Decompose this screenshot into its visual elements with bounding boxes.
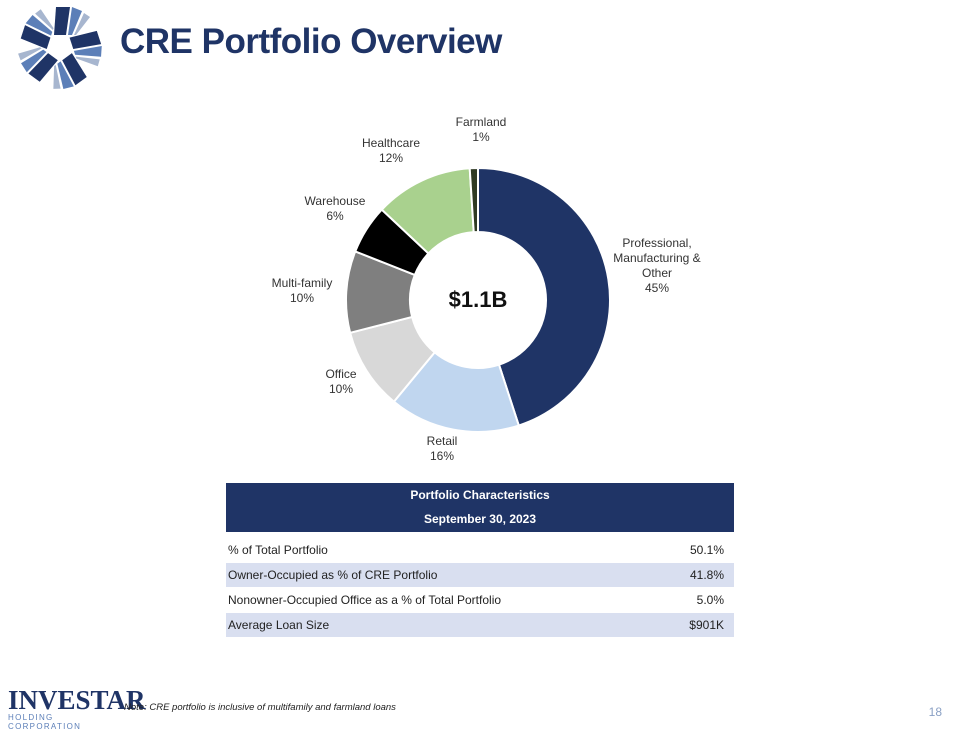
row-label: Nonowner-Occupied Office as a % of Total… <box>228 593 502 607</box>
slice-label: Professional, Manufacturing & Other 45% <box>613 236 700 295</box>
row-value: 50.1% <box>689 543 724 557</box>
brand-name: INVESTAR <box>8 685 146 715</box>
row-value: 5.0% <box>696 593 724 607</box>
brand-logo: INVESTAR HOLDING CORPORATION <box>8 685 146 731</box>
table-row: Owner-Occupied as % of CRE Portfolio 41.… <box>226 563 734 588</box>
brand-subtitle: HOLDING CORPORATION <box>8 713 82 731</box>
slice-label: Multi-family 10% <box>272 276 333 305</box>
row-value: 41.8% <box>689 568 724 582</box>
page-title: CRE Portfolio Overview <box>120 22 502 61</box>
table-row: % of Total Portfolio 50.1% <box>226 538 734 563</box>
slice-label: Warehouse 6% <box>305 194 366 223</box>
company-logo-icon <box>12 6 108 90</box>
footnote: Note: CRE portfolio is inclusive of mult… <box>124 702 396 713</box>
table-subtitle: September 30, 2023 <box>423 512 537 526</box>
table-row: Nonowner-Occupied Office as a % of Total… <box>226 588 734 613</box>
table-row: Average Loan Size $901K <box>226 613 734 638</box>
cre-portfolio-donut-chart: $1.1B Professional, Manufacturing & Other 4… <box>272 115 701 463</box>
slice-label: Office 10% <box>325 367 356 396</box>
row-label: % of Total Portfolio <box>228 543 328 557</box>
slice-label: Retail 16% <box>427 434 458 463</box>
donut-slice-farmland <box>468 166 479 234</box>
portfolio-characteristics-table: Portfolio Characteristics September 30, … <box>226 483 734 638</box>
row-value: $901K <box>689 618 724 632</box>
donut-slice-professional-manufacturing-other <box>477 166 611 427</box>
table-title: Portfolio Characteristics <box>410 488 550 502</box>
page-number: 18 <box>928 705 942 719</box>
row-label: Owner-Occupied as % of CRE Portfolio <box>228 568 438 582</box>
slice-label: Healthcare 12% <box>362 136 420 165</box>
chart-center-label: $1.1B <box>449 287 508 312</box>
slice-label: Farmland 1% <box>456 115 507 144</box>
table-header: Portfolio Characteristics September 30, … <box>226 483 734 532</box>
row-label: Average Loan Size <box>228 618 330 632</box>
